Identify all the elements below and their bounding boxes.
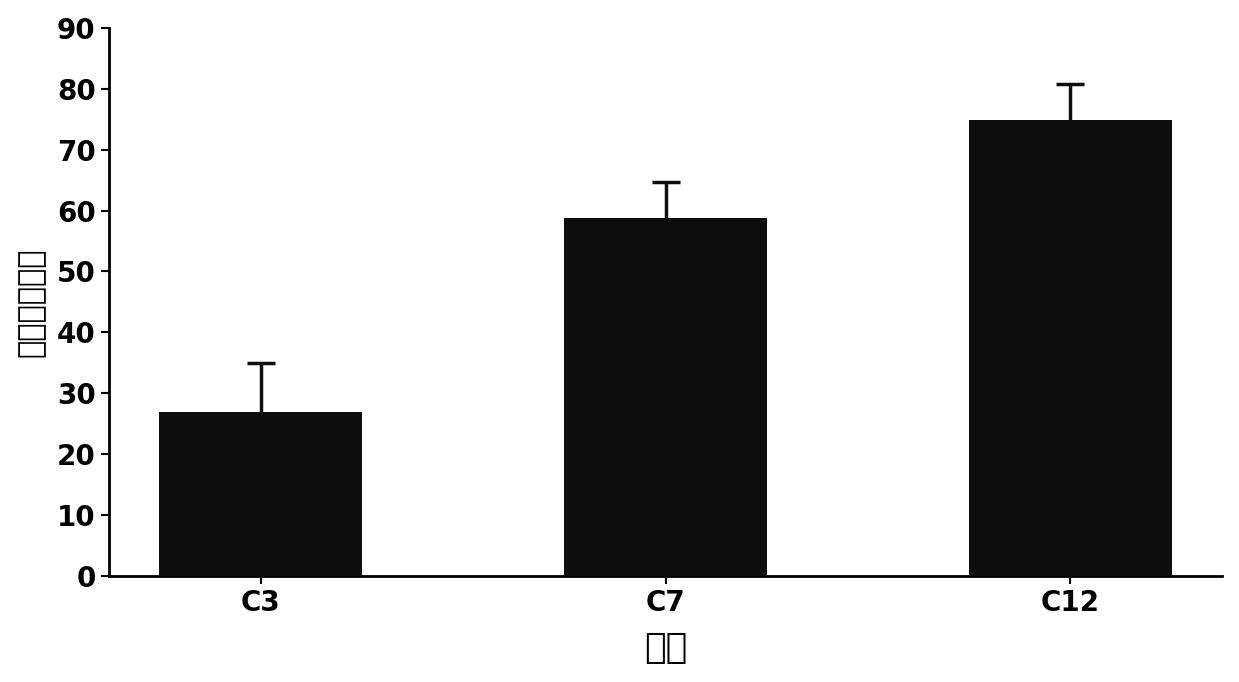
X-axis label: 菌株: 菌株: [644, 632, 688, 666]
Bar: [160, 412, 362, 576]
Bar: [564, 218, 767, 576]
Y-axis label: 降解率（％）: 降解率（％）: [16, 247, 46, 357]
Bar: [969, 120, 1172, 576]
